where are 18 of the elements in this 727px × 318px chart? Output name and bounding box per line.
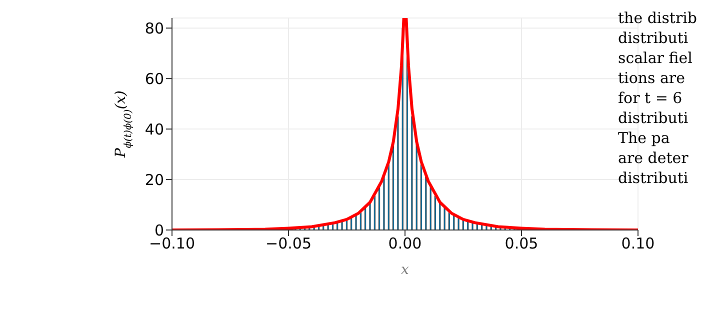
annotation: the distrib — [618, 8, 698, 28]
x-tick-label: 0.00 — [388, 234, 422, 253]
y-tick-label: 80 — [144, 19, 164, 38]
annotation: are deter — [618, 148, 690, 168]
y-tick-label: 60 — [144, 70, 164, 88]
x-tick-label: −0.05 — [266, 234, 312, 253]
annotation: distributi — [618, 108, 690, 128]
annotation: tions are — [618, 68, 686, 88]
x-tick-label: 0.10 — [621, 234, 655, 253]
annotation: for t = 6 — [618, 88, 684, 108]
annotation: scalar fiel — [618, 48, 694, 68]
x-tick-label: 0.05 — [504, 234, 538, 253]
x-axis-title: x — [401, 262, 410, 278]
y-tick-label: 40 — [144, 120, 164, 138]
annotation: distributi — [618, 168, 690, 188]
y-tick-label: 20 — [144, 170, 164, 189]
annotation: The pa — [618, 128, 671, 148]
annotation: distributi — [618, 28, 690, 48]
